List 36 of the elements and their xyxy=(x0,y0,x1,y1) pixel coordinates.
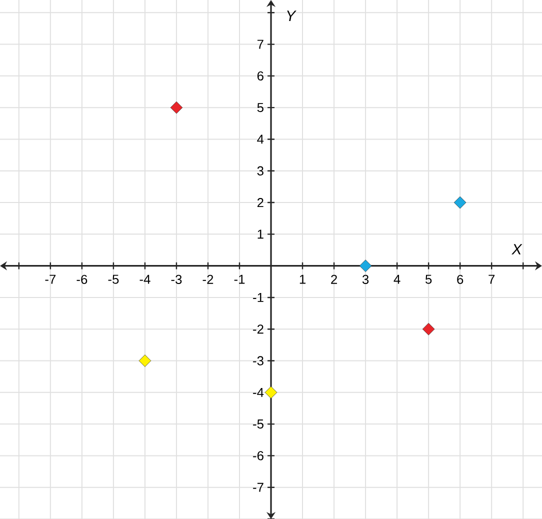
x-axis-title: X xyxy=(512,244,522,254)
point xyxy=(170,101,183,114)
x-tick-label: -1 xyxy=(234,274,245,284)
x-tick-label: -5 xyxy=(108,274,119,284)
y-tick-label: 1 xyxy=(258,230,264,239)
y-tick-label: 5 xyxy=(257,103,264,112)
point xyxy=(359,260,372,272)
point xyxy=(422,322,435,336)
x-tick-label: 6 xyxy=(457,274,464,284)
x-tick-label: -7 xyxy=(45,274,56,284)
x-tick-label: -6 xyxy=(76,274,88,284)
point xyxy=(264,386,278,399)
x-tick-label: -3 xyxy=(171,274,182,284)
y-tick-label: 7 xyxy=(257,40,264,49)
y-tick-label: -7 xyxy=(253,482,264,492)
x-tick-label: 2 xyxy=(331,274,337,284)
x-tick-label: 7 xyxy=(488,274,495,284)
point xyxy=(138,354,152,367)
y-tick-label: -6 xyxy=(253,451,264,460)
point xyxy=(454,196,466,209)
x-tick-label: -4 xyxy=(140,274,150,284)
y-tick-label: 4 xyxy=(257,134,264,144)
y-tick-label: -3 xyxy=(253,356,264,366)
y-axis-title: Y xyxy=(287,10,296,21)
x-tick-label: 1 xyxy=(300,274,306,284)
y-tick-label: -2 xyxy=(253,324,264,334)
y-tick-label: -1 xyxy=(253,293,264,302)
x-tick-label: 4 xyxy=(394,274,400,284)
y-tick-label: 2 xyxy=(257,198,264,208)
y-tick-label: 6 xyxy=(257,71,264,81)
y-tick-label: -4 xyxy=(253,388,264,397)
y-tick-label: 3 xyxy=(257,166,264,176)
x-tick-label: 5 xyxy=(425,274,432,284)
x-tick-label: 3 xyxy=(362,274,369,284)
x-tick-label: -2 xyxy=(202,274,214,284)
y-tick-label: -5 xyxy=(253,420,264,429)
